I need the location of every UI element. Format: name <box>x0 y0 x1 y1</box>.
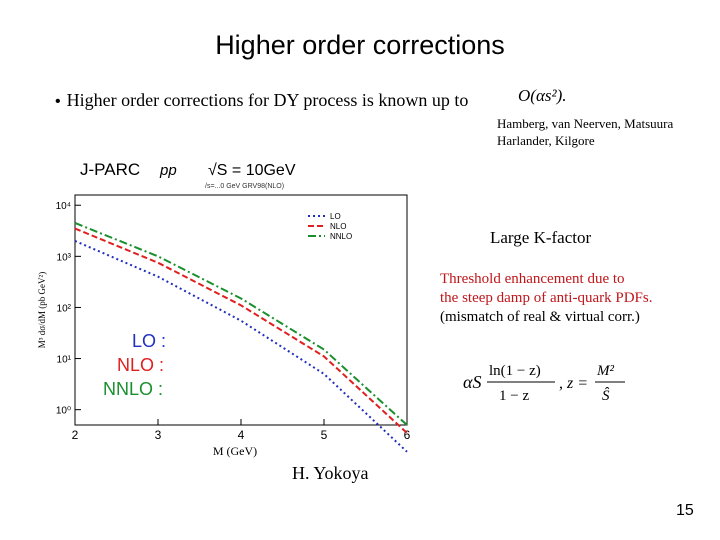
x-tick-label: 5 <box>321 428 328 442</box>
formula-denominator: 1 − z <box>499 388 529 404</box>
threshold-note: Threshold enhancement due to the steep d… <box>440 270 652 327</box>
page-number: 15 <box>676 502 694 519</box>
x-axis-label: M (GeV) <box>213 444 257 458</box>
m-squared: M² <box>596 363 614 379</box>
big-label-nnlo: NNLO : <box>103 379 163 399</box>
big-label-nlo: NLO : <box>117 355 164 375</box>
x-tick-label: 4 <box>238 428 245 442</box>
slide-title: Higher order corrections <box>215 30 505 60</box>
alpha-symbol: αS <box>463 372 481 392</box>
s-hat: Ŝ <box>602 387 610 404</box>
bullet-icon: • <box>55 93 61 110</box>
process-label: pp <box>159 162 177 179</box>
reference-line: Harlander, Kilgore <box>497 133 595 148</box>
threshold-line: Threshold enhancement due to <box>440 271 625 287</box>
cross-section-plot: J-PARC pp √S = 10GeV /s=...0 GeV GRV98(N… <box>37 160 411 458</box>
x-tick-label: 2 <box>72 428 79 442</box>
x-tick-label: 6 <box>404 428 411 442</box>
x-tick-label: 3 <box>155 428 162 442</box>
plot-curves <box>74 222 408 453</box>
legend-nnlo: NNLO <box>330 232 352 241</box>
threshold-line: the steep damp of anti-quark PDFs. <box>440 290 653 306</box>
legend: LO NLO NNLO <box>308 212 352 241</box>
y-tick-label: 10³ <box>57 252 72 263</box>
y-tick-label: 10² <box>57 303 72 314</box>
author-name: H. Yokoya <box>292 463 369 483</box>
threshold-line: (mismatch of real & virtual corr.) <box>440 309 640 325</box>
reference-line: Hamberg, van Neerven, Matsuura <box>497 116 674 131</box>
energy-label: √S = 10GeV <box>208 162 296 179</box>
curve-lo <box>74 240 408 453</box>
curve-nlo <box>74 227 408 434</box>
axis-ticks: 2 3 4 5 6 10⁰ 10¹ 10² 10³ 10⁴ <box>56 201 411 442</box>
y-axis-label: M³ dσ/dM (pb GeV²) <box>37 272 47 349</box>
kfactor-note: Large K-factor <box>490 228 592 247</box>
y-tick-label: 10⁰ <box>56 406 71 417</box>
svg-text:,: , <box>559 375 563 392</box>
experiment-label: J-PARC <box>80 160 140 179</box>
bullet-text: • Higher order corrections for DY process… <box>55 90 469 110</box>
formula-numerator: ln(1 − z) <box>489 363 541 379</box>
legend-nlo: NLO <box>330 222 346 231</box>
y-tick-label: 10⁴ <box>56 201 71 212</box>
big-label-lo: LO : <box>132 331 166 351</box>
legend-lo: LO <box>330 212 341 221</box>
z-def: z = <box>566 375 588 392</box>
threshold-formula: αS ln(1 − z) 1 − z , z = M² Ŝ <box>463 363 625 404</box>
references: Hamberg, van Neerven, Matsuura Harlander… <box>497 115 673 149</box>
order-formula: O(αs²). <box>518 86 567 105</box>
y-tick-label: 10¹ <box>57 355 72 366</box>
curve-nnlo <box>74 222 408 426</box>
pdf-label: /s=...0 GeV GRV98(NLO) <box>205 183 284 190</box>
